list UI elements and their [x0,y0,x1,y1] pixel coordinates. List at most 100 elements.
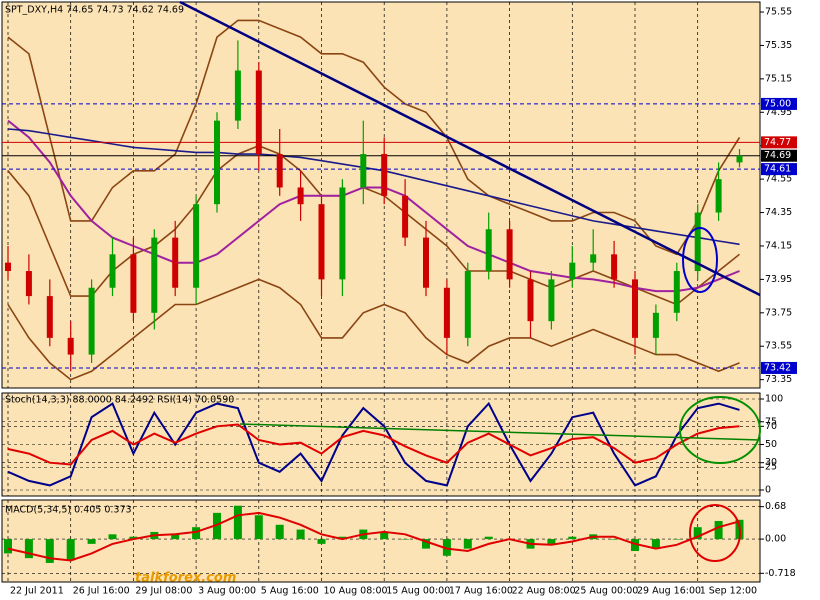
indicator-title: MACD(5,34,5) 0.405 0.373 [5,505,132,516]
histogram-bar [631,539,639,552]
candle-body [611,254,618,280]
candle-body [297,187,304,205]
y-tick-label: 0.68 [765,501,786,512]
price-label-box [761,149,797,162]
candle-body [88,287,95,355]
indicator-line [7,144,740,306]
candle-body [423,237,429,288]
histogram-bar [568,536,577,540]
histogram-bar [192,527,201,540]
candle-body [443,287,450,338]
candle-body [25,271,32,297]
y-tick-label: 74.35 [765,207,792,218]
histogram-bar [24,539,33,559]
candle-body [527,279,534,322]
y-tick-label: 50 [765,439,777,450]
indicator-line [7,278,740,381]
candle-body [590,254,597,263]
x-tick-label: 3 Aug 00:00 [198,586,256,597]
histogram-bar [317,539,326,544]
x-tick-label: 26 Jul 16:00 [73,586,130,597]
y-tick-label: 70 [765,421,777,432]
histogram-bar [213,512,221,540]
signal-line [7,511,740,562]
histogram-bar [108,534,117,540]
x-tick-label: 5 Aug 16:00 [261,586,319,597]
histogram-bar [296,529,305,540]
highlight-ellipse [689,504,741,562]
y-tick-label: 73.55 [765,341,792,352]
histogram-bar [4,539,12,554]
candle-body [151,237,158,313]
candle-body [193,204,200,288]
candle-body [464,271,471,338]
price-label: 73.42 [764,362,791,373]
candle-body [109,254,116,288]
candle-body [46,296,53,338]
histogram-bar [610,539,619,540]
candle-body [736,155,743,163]
histogram-bar [254,515,263,540]
candle-body [276,154,283,188]
y-tick-label: 25 [765,462,777,473]
y-tick-label: 75.35 [765,40,792,51]
histogram-bar [422,539,430,549]
y-tick-label: 74.55 [765,174,792,185]
candle-body [255,70,262,155]
highlight-ellipse [679,396,761,464]
x-tick-label: 15 Aug 00:00 [386,586,450,597]
trend-line [179,0,761,297]
y-tick-label: 75.55 [765,7,792,18]
candle-body [632,279,638,338]
histogram-bar [171,534,180,540]
candle-body [485,229,492,272]
histogram-bar [672,539,681,540]
price-label-box [761,361,797,374]
indicator-title: Stoch(14,3,3) 88.0000 84.2492 RSI(14) 70… [5,395,234,406]
x-tick-label: 29 Jul 08:00 [135,586,192,597]
price-label: 74.77 [764,137,791,148]
candle-body [172,237,179,288]
histogram-bar [233,505,242,540]
histogram-bar [275,524,284,540]
histogram-bar [693,527,702,540]
candle-body [5,262,11,272]
y-tick-label: 30 [765,457,777,468]
histogram-bar [380,531,389,540]
x-tick-label: 10 Aug 08:00 [324,586,388,597]
y-tick-label: 73.95 [765,274,792,285]
y-tick-label: 75 [765,416,777,427]
candle-body [402,195,409,238]
y-tick-label: 100 [765,394,783,405]
chart-title: SPT_DXY,H4 74.65 74.73 74.62 74.69 [5,5,184,16]
y-tick-label: 74.95 [765,107,792,118]
candle-body [506,229,513,280]
candle-body [569,262,576,280]
price-label: 74.61 [764,164,791,175]
histogram-bar [401,539,410,540]
histogram-bar [87,539,96,544]
x-tick-label: 22 Aug 08:00 [512,586,576,597]
price-label-box [761,136,797,149]
x-tick-label: 1 Sep 12:00 [700,586,757,597]
candle-body [360,154,367,188]
histogram-bar [338,536,347,540]
indicator-line [7,19,741,256]
histogram-bar [442,539,451,556]
x-tick-label: 22 Jul 2011 [10,586,64,597]
price-label: 74.69 [764,150,791,161]
histogram-bar [651,539,660,549]
x-tick-label: 25 Aug 00:00 [574,586,638,597]
candle-body [381,154,388,196]
histogram-bar [66,539,75,561]
candle-body [652,312,659,338]
indicator-line [7,401,740,487]
price-label-box [761,163,797,176]
x-tick-label: 17 Aug 16:00 [449,586,513,597]
plot-layer: 22 Jul 2011 26 Jul 16:00 29 Jul 08:00 3 Aug… [2,2,797,597]
candle-body [234,70,241,121]
y-tick-label: 74.15 [765,240,792,251]
price-label: 75.00 [764,98,791,109]
histogram-bar [463,539,472,549]
